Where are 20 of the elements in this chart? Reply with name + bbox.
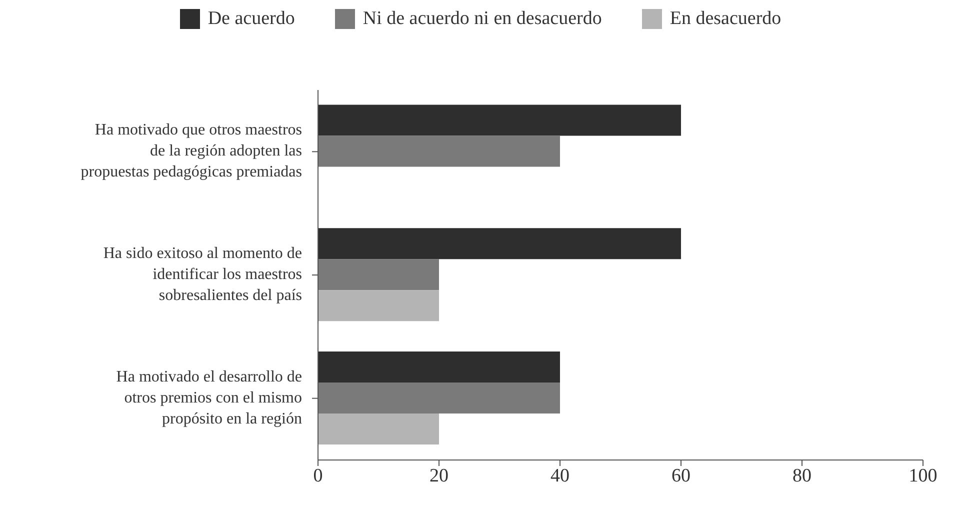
legend-label: En desacuerdo xyxy=(670,8,782,30)
bar xyxy=(318,290,439,322)
x-tick-label: 20 xyxy=(430,465,448,486)
y-tick-label: Ha motivado el desarrollo de otros premios con el mismo propósito en la región xyxy=(116,368,302,428)
bar xyxy=(318,136,560,167)
bar xyxy=(318,382,560,414)
y-tick-label: Ha motivado que otros maestros de la región adopten las propuestas pedagógicas premiadas xyxy=(80,121,302,180)
bar xyxy=(318,228,681,260)
x-tick-label: 80 xyxy=(792,465,812,486)
legend-label: De acuerdo xyxy=(208,8,295,30)
legend-label: Ni de acuerdo ni en desacuerdo xyxy=(362,8,602,30)
x-tick-label: 60 xyxy=(672,465,690,486)
x-tick-label: 100 xyxy=(908,465,938,486)
y-tick-label: Ha sido exitoso al momento de identificar los maestros sobresalientes del país xyxy=(103,244,302,304)
x-tick-label: 0 xyxy=(313,465,323,486)
bar xyxy=(318,259,439,290)
bar xyxy=(318,413,439,444)
x-tick-label: 40 xyxy=(550,465,570,486)
bar xyxy=(318,351,560,382)
bar xyxy=(318,104,681,136)
